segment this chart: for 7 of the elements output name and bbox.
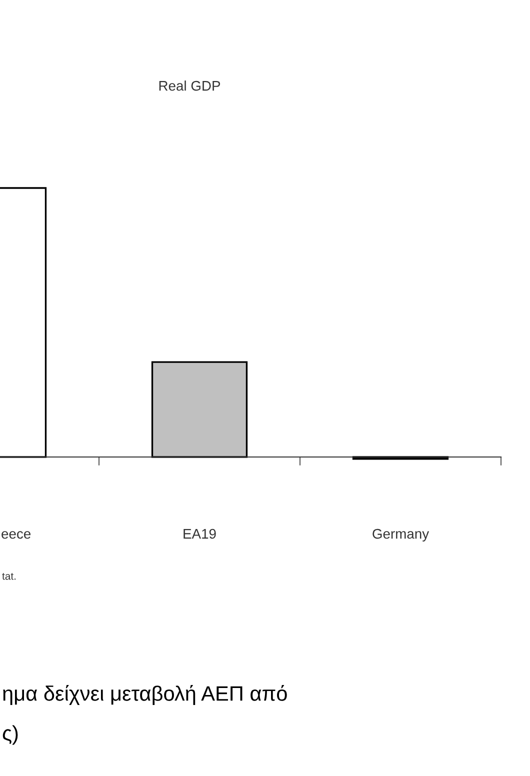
text: ς) <box>2 725 18 745</box>
x-tick-label: EA19 <box>184 528 216 539</box>
x-tick-label: eece <box>2 531 30 539</box>
chart-title: Real GDP <box>159 80 220 91</box>
text: ημα δείχνει μεταβολή ΑΕΠ από <box>3 684 287 706</box>
x-tick-label: Germany <box>372 528 430 542</box>
text: tat. <box>2 572 16 580</box>
